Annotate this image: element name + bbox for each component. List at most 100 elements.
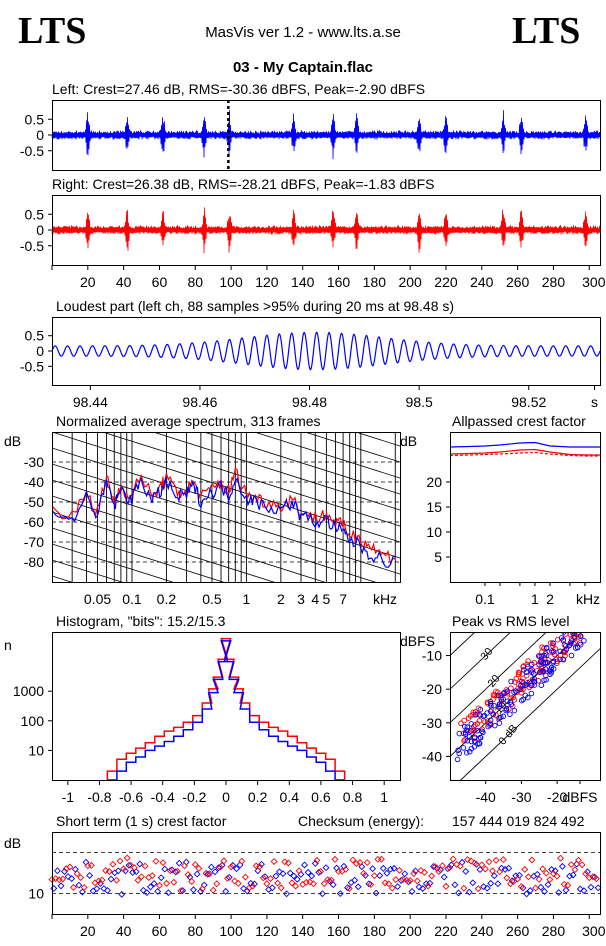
scatter-point (566, 643, 572, 649)
slope-guide-line (52, 240, 400, 350)
crest-point (249, 882, 257, 890)
scatter-point (508, 701, 514, 708)
crest-point (557, 854, 565, 862)
x-tick-label: 100 (219, 923, 243, 939)
crest-point (354, 883, 362, 891)
crest-point (417, 867, 425, 874)
scatter-point (493, 712, 499, 718)
crest-point (292, 882, 300, 890)
x-tick-label: 200 (398, 274, 422, 290)
blue-crest-line (449, 441, 600, 448)
y-tick-label: -30 (24, 454, 44, 470)
scatter-point (523, 672, 530, 679)
crest-point (562, 886, 570, 894)
crest-point (268, 884, 276, 892)
x-tick-label: 98.48 (292, 394, 327, 410)
crest-point (105, 868, 113, 875)
scatter-point (541, 652, 547, 659)
crest-point (379, 864, 387, 872)
scatter-point (570, 618, 575, 623)
crest-point (370, 872, 378, 880)
y-tick-label: -40 (24, 474, 44, 490)
scatter-point (570, 623, 575, 628)
scatter-point (558, 635, 565, 641)
crest-point (367, 881, 375, 889)
crest-point (193, 870, 201, 878)
scatter-point (540, 659, 547, 666)
scatter-point (460, 745, 467, 751)
x-tick-label: 220 (434, 274, 458, 290)
crest-point (272, 872, 280, 880)
scatter-point (517, 686, 524, 692)
slope-guide-line (202, 432, 400, 495)
spectrum-ylabel: dB (4, 433, 21, 449)
loudest-part-series-line (51, 331, 601, 371)
scatter-point (578, 623, 583, 628)
x-tick-label: 0.8 (343, 789, 363, 805)
scatter-point (531, 679, 538, 685)
scatter-point (575, 614, 580, 619)
crest-point (86, 872, 94, 879)
crest-point (78, 888, 86, 896)
loudest-part-title: Loudest part (left ch, 88 samples >95% d… (56, 298, 454, 314)
crest-point (220, 857, 228, 865)
x-tick-label: 5 (322, 591, 330, 607)
scatter-point (531, 671, 537, 677)
y-tick-label: 0 (36, 222, 44, 238)
crest-point (523, 890, 531, 898)
scatter-point (467, 713, 474, 719)
track-title: 03 - My Captain.flac (232, 59, 374, 76)
x-tick-label: 0.1 (122, 591, 142, 607)
scatter-point (544, 659, 551, 666)
crest-point (104, 887, 111, 894)
scatter-point (557, 656, 563, 663)
crest-point (428, 872, 436, 880)
crest-point (147, 883, 154, 891)
crest-point (329, 881, 337, 889)
scatter-point (511, 707, 518, 714)
x-tick-label: -30 (511, 789, 531, 805)
scatter-point (482, 719, 488, 725)
crest-point (471, 859, 479, 867)
crest-point (592, 875, 600, 883)
scatter-point (563, 643, 569, 649)
scatter-point (531, 682, 538, 688)
x-tick-label: 0.1 (475, 591, 495, 607)
scatter-point (576, 623, 581, 628)
scatter-point (507, 711, 513, 717)
slope-guide-line (52, 495, 326, 582)
y-tick-label: 10 (28, 886, 44, 902)
crest-point (567, 861, 575, 869)
crest-point (173, 867, 181, 875)
y-tick-label: 5 (434, 549, 442, 565)
x-tick-label: 0.5 (202, 591, 222, 607)
crest-point (492, 856, 500, 864)
scatter-point (543, 677, 549, 683)
y-tick-label: 0.5 (25, 328, 45, 344)
scatter-point (466, 733, 473, 740)
crest-point (259, 874, 267, 882)
x-tick-label: 300 s (582, 923, 606, 939)
loudest-part-frame (52, 317, 601, 386)
scatter-point (569, 622, 574, 627)
scatter-point (538, 682, 545, 688)
scatter-point (518, 697, 525, 704)
crest-point (383, 869, 391, 877)
crest-point (462, 867, 470, 875)
crest-point (258, 860, 265, 868)
x-tick-label: 1 (380, 789, 388, 805)
crest-point (460, 884, 468, 892)
scatter-point (479, 728, 485, 734)
crest-point (496, 868, 504, 876)
y-tick-label: -30 (422, 715, 442, 731)
x-tick-label: 260 (506, 923, 530, 939)
crest-point (311, 859, 319, 867)
crest-point (546, 876, 554, 884)
x-tick-label: -40 (476, 789, 496, 805)
left_waveform-panel: Left: Crest=27.46 dB, RMS=-30.36 dBFS, P… (20, 81, 601, 170)
scatter-point (582, 622, 587, 627)
crest-point (53, 867, 61, 875)
scatter-point (488, 721, 494, 728)
crest-point (241, 873, 249, 881)
crest-point (175, 859, 183, 867)
